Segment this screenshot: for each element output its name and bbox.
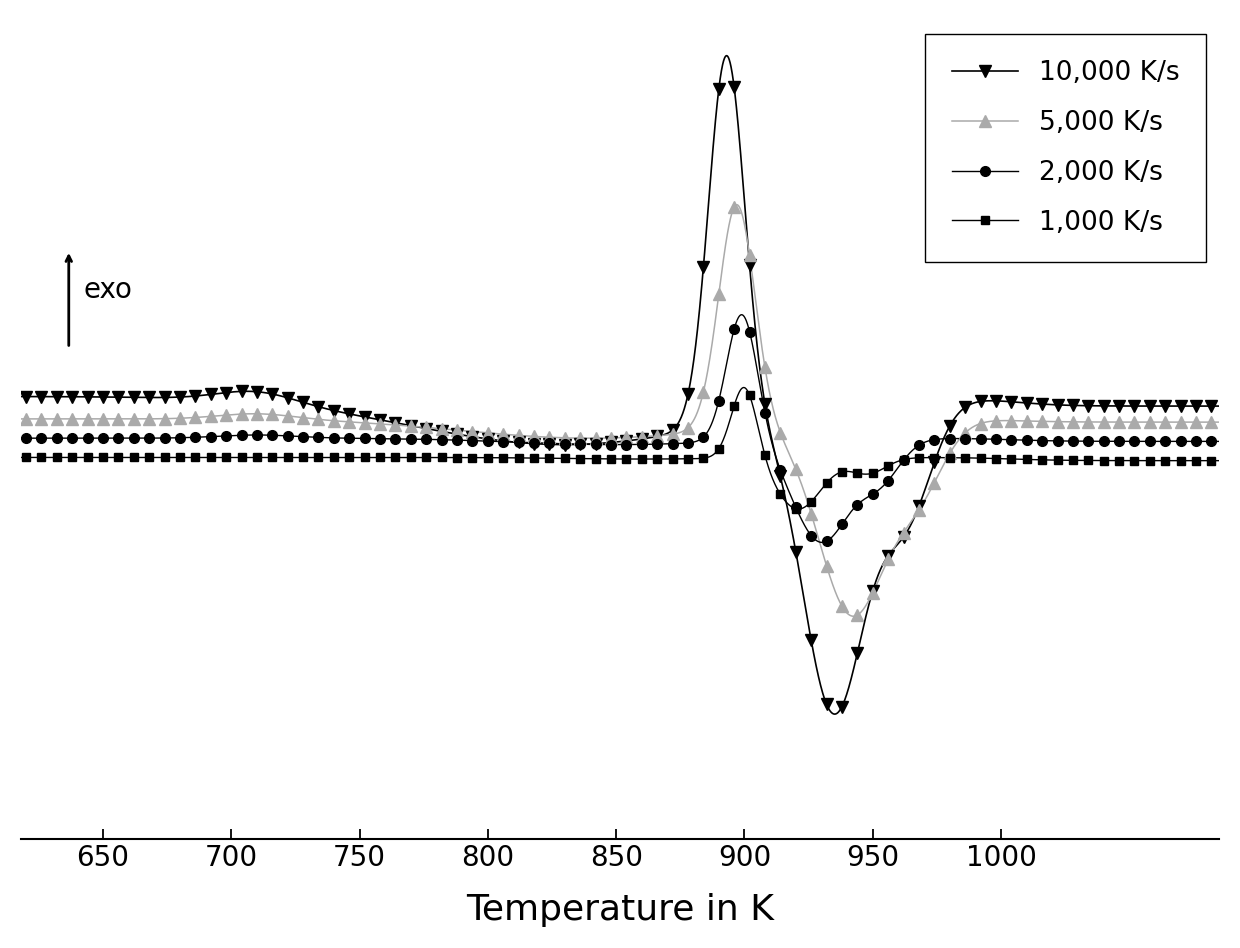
Text: exo: exo (83, 276, 131, 303)
Legend: 10,000 K/s, 5,000 K/s, 2,000 K/s, 1,000 K/s: 10,000 K/s, 5,000 K/s, 2,000 K/s, 1,000 … (925, 34, 1207, 262)
X-axis label: Temperature in K: Temperature in K (466, 893, 774, 927)
